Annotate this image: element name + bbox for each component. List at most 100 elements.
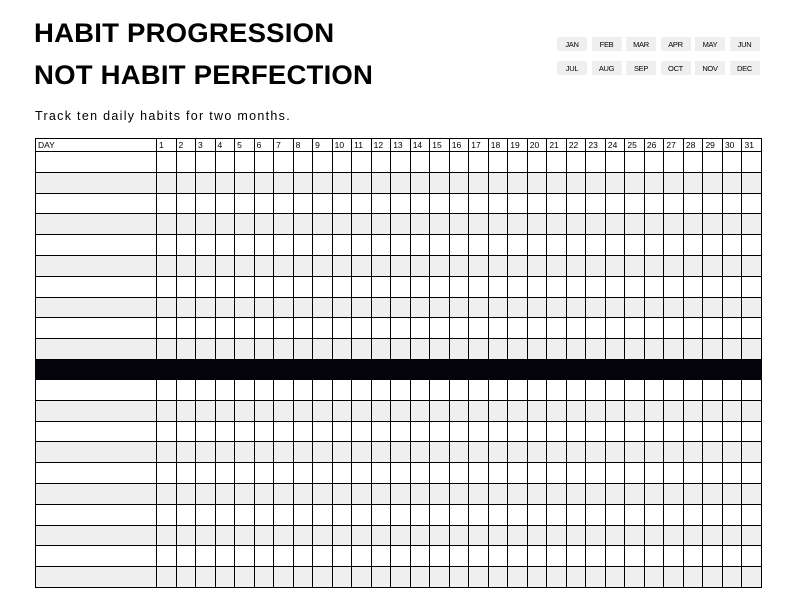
habit-check-cell[interactable] xyxy=(370,441,392,464)
habit-check-cell[interactable] xyxy=(487,399,509,422)
habit-check-cell[interactable] xyxy=(487,317,509,340)
habit-check-cell[interactable] xyxy=(409,482,431,505)
habit-check-cell[interactable] xyxy=(585,151,606,173)
habit-check-cell[interactable] xyxy=(312,420,333,443)
habit-check-cell[interactable] xyxy=(682,234,704,256)
habit-check-cell[interactable] xyxy=(175,482,197,505)
habit-check-cell[interactable] xyxy=(253,151,275,173)
habit-check-cell[interactable] xyxy=(448,524,470,547)
habit-check-cell[interactable] xyxy=(565,441,587,464)
habit-check-cell[interactable] xyxy=(741,378,762,401)
habit-check-cell[interactable] xyxy=(331,399,353,422)
habit-check-cell[interactable] xyxy=(409,275,431,298)
habit-check-cell[interactable] xyxy=(214,234,236,256)
habit-check-cell[interactable] xyxy=(429,296,450,319)
habit-check-cell[interactable] xyxy=(643,399,665,422)
habit-check-cell[interactable] xyxy=(312,213,333,236)
habit-check-cell[interactable] xyxy=(624,503,645,526)
habit-check-cell[interactable] xyxy=(214,338,236,360)
habit-check-cell[interactable] xyxy=(624,296,645,319)
habit-check-cell[interactable] xyxy=(156,378,177,401)
habit-name-cell[interactable] xyxy=(35,524,157,547)
habit-check-cell[interactable] xyxy=(546,482,567,505)
habit-check-cell[interactable] xyxy=(741,524,762,547)
habit-check-cell[interactable] xyxy=(273,275,294,298)
habit-check-cell[interactable] xyxy=(234,503,255,526)
habit-check-cell[interactable] xyxy=(390,296,411,319)
habit-check-cell[interactable] xyxy=(370,566,392,588)
habit-check-cell[interactable] xyxy=(702,192,723,215)
habit-check-cell[interactable] xyxy=(429,171,450,194)
habit-check-cell[interactable] xyxy=(741,171,762,194)
habit-check-cell[interactable] xyxy=(585,192,606,215)
habit-check-cell[interactable] xyxy=(643,503,665,526)
habit-check-cell[interactable] xyxy=(526,338,548,360)
habit-check-cell[interactable] xyxy=(624,545,645,568)
habit-check-cell[interactable] xyxy=(702,171,723,194)
habit-check-cell[interactable] xyxy=(682,338,704,360)
habit-check-cell[interactable] xyxy=(507,462,528,484)
habit-check-cell[interactable] xyxy=(702,545,723,568)
habit-check-cell[interactable] xyxy=(741,482,762,505)
habit-check-cell[interactable] xyxy=(585,399,606,422)
habit-check-cell[interactable] xyxy=(624,462,645,484)
habit-check-cell[interactable] xyxy=(351,441,372,464)
habit-check-cell[interactable] xyxy=(643,234,665,256)
habit-check-cell[interactable] xyxy=(156,420,177,443)
habit-check-cell[interactable] xyxy=(312,566,333,588)
habit-check-cell[interactable] xyxy=(487,524,509,547)
habit-check-cell[interactable] xyxy=(234,420,255,443)
habit-check-cell[interactable] xyxy=(331,338,353,360)
habit-check-cell[interactable] xyxy=(507,317,528,340)
habit-check-cell[interactable] xyxy=(312,399,333,422)
habit-check-cell[interactable] xyxy=(312,151,333,173)
habit-check-cell[interactable] xyxy=(624,213,645,236)
habit-check-cell[interactable] xyxy=(585,171,606,194)
habit-check-cell[interactable] xyxy=(156,503,177,526)
habit-check-cell[interactable] xyxy=(487,171,509,194)
habit-check-cell[interactable] xyxy=(721,151,743,173)
habit-check-cell[interactable] xyxy=(409,338,431,360)
habit-check-cell[interactable] xyxy=(156,317,177,340)
habit-check-cell[interactable] xyxy=(487,151,509,173)
month-tag[interactable]: JAN xyxy=(557,37,587,51)
habit-check-cell[interactable] xyxy=(214,566,236,588)
habit-check-cell[interactable] xyxy=(663,462,684,484)
habit-check-cell[interactable] xyxy=(721,213,743,236)
habit-check-cell[interactable] xyxy=(175,151,197,173)
habit-check-cell[interactable] xyxy=(643,317,665,340)
habit-check-cell[interactable] xyxy=(273,192,294,215)
habit-check-cell[interactable] xyxy=(702,503,723,526)
habit-check-cell[interactable] xyxy=(468,317,489,340)
habit-check-cell[interactable] xyxy=(663,545,684,568)
habit-check-cell[interactable] xyxy=(390,524,411,547)
habit-check-cell[interactable] xyxy=(741,275,762,298)
habit-check-cell[interactable] xyxy=(546,151,567,173)
habit-check-cell[interactable] xyxy=(604,524,626,547)
habit-check-cell[interactable] xyxy=(663,213,684,236)
habit-check-cell[interactable] xyxy=(585,254,606,277)
habit-check-cell[interactable] xyxy=(156,234,177,256)
habit-check-cell[interactable] xyxy=(156,151,177,173)
habit-name-cell[interactable] xyxy=(35,338,157,360)
habit-check-cell[interactable] xyxy=(565,420,587,443)
habit-check-cell[interactable] xyxy=(526,503,548,526)
habit-check-cell[interactable] xyxy=(331,462,353,484)
habit-check-cell[interactable] xyxy=(292,213,314,236)
month-tag[interactable]: SEP xyxy=(626,61,656,75)
habit-check-cell[interactable] xyxy=(624,234,645,256)
habit-check-cell[interactable] xyxy=(721,296,743,319)
habit-check-cell[interactable] xyxy=(721,317,743,340)
habit-check-cell[interactable] xyxy=(702,378,723,401)
habit-check-cell[interactable] xyxy=(351,338,372,360)
habit-check-cell[interactable] xyxy=(312,234,333,256)
habit-check-cell[interactable] xyxy=(565,234,587,256)
habit-check-cell[interactable] xyxy=(721,566,743,588)
habit-check-cell[interactable] xyxy=(507,378,528,401)
habit-check-cell[interactable] xyxy=(409,441,431,464)
habit-check-cell[interactable] xyxy=(721,234,743,256)
habit-check-cell[interactable] xyxy=(429,151,450,173)
habit-check-cell[interactable] xyxy=(156,338,177,360)
habit-check-cell[interactable] xyxy=(195,171,216,194)
habit-check-cell[interactable] xyxy=(604,192,626,215)
